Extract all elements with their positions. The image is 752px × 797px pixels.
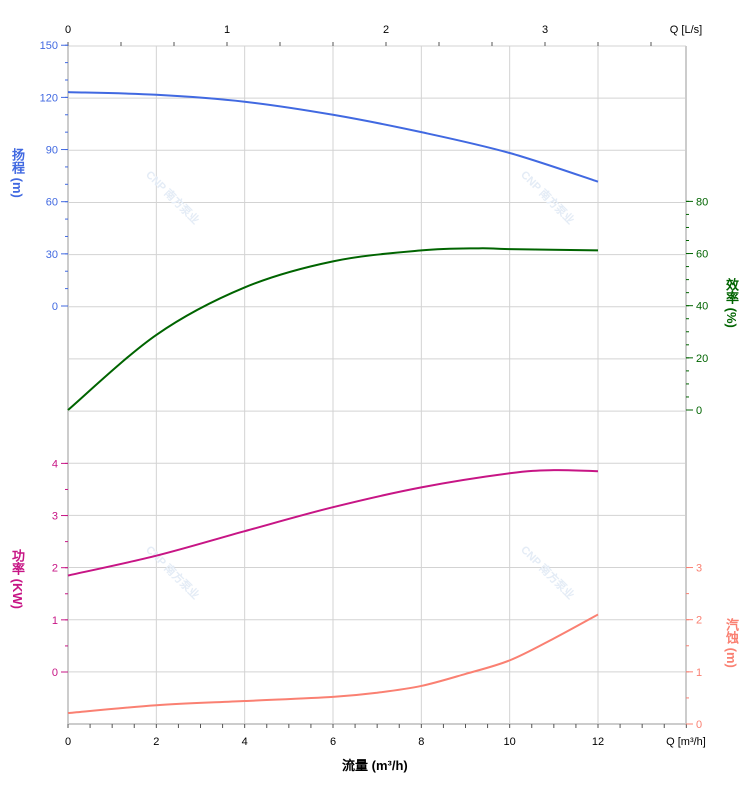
x-tick-label: 2 xyxy=(153,736,159,748)
npsh-tick-label: 1 xyxy=(696,667,702,679)
efficiency-tick-label: 80 xyxy=(696,196,708,208)
x-axis-title: 流量 (m³/h) xyxy=(342,758,408,773)
head-axis-title: 扬程 (m) xyxy=(10,148,25,198)
efficiency-axis-title: 效率 (%) xyxy=(724,278,739,328)
x-tick-label: 8 xyxy=(418,736,424,748)
head-curve xyxy=(67,91,599,183)
x-tick-label: 6 xyxy=(330,736,336,748)
efficiency-curve xyxy=(67,247,599,411)
efficiency-tick-label: 0 xyxy=(696,405,702,417)
top-tick-label: 0 xyxy=(65,24,71,36)
head-tick-label: 90 xyxy=(46,145,58,157)
power-tick-label: 4 xyxy=(52,458,58,470)
efficiency-tick-label: 40 xyxy=(696,301,708,313)
power-curve xyxy=(67,469,599,577)
power-axis-title: 功率 (KW) xyxy=(10,549,25,609)
npsh-tick-label: 3 xyxy=(696,563,702,575)
efficiency-tick-label: 20 xyxy=(696,353,708,365)
power-tick-label: 3 xyxy=(52,511,58,523)
x-tick-label: 4 xyxy=(242,736,248,748)
watermark-logo: CNP 南方泵业 xyxy=(518,542,577,601)
head-tick-label: 150 xyxy=(40,40,58,52)
top-tick-label: 2 xyxy=(383,24,389,36)
top-tick-label: 3 xyxy=(542,24,548,36)
head-tick-label: 0 xyxy=(52,301,58,313)
top-unit-label: Q [L/s] xyxy=(670,24,702,36)
npsh-tick-label: 2 xyxy=(696,615,702,627)
watermark-logo: CNP 南方泵业 xyxy=(518,167,577,226)
head-tick-label: 60 xyxy=(46,197,58,209)
watermark-logo: CNP 南方泵业 xyxy=(143,167,202,226)
npsh-tick-label: 0 xyxy=(696,719,702,731)
top-tick-label: 1 xyxy=(224,24,230,36)
npsh-axis-title: 汽蚀 (m) xyxy=(724,618,739,668)
x-tick-label: 12 xyxy=(592,736,604,748)
efficiency-tick-label: 60 xyxy=(696,249,708,261)
npsh-curve xyxy=(67,613,599,715)
power-tick-label: 1 xyxy=(52,615,58,627)
x-unit-label: Q [m³/h] xyxy=(666,736,706,748)
x-tick-label: 10 xyxy=(504,736,516,748)
x-tick-label: 0 xyxy=(65,736,71,748)
head-tick-label: 30 xyxy=(46,249,58,261)
power-tick-label: 2 xyxy=(52,563,58,575)
head-tick-label: 120 xyxy=(40,92,58,104)
power-tick-label: 0 xyxy=(52,667,58,679)
